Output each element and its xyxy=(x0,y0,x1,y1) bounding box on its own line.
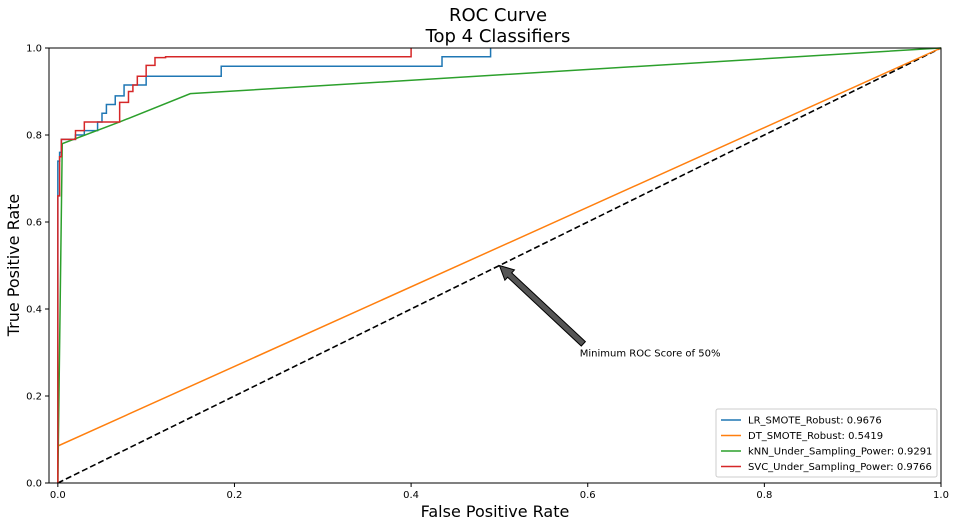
annotation-text: Minimum ROC Score of 50% xyxy=(580,349,721,360)
legend-entry-1: LR_SMOTE_Robust: 0.9676 xyxy=(748,416,882,427)
series-line-4 xyxy=(57,48,412,483)
x-tick-label: 0.2 xyxy=(227,490,243,501)
annotation: Minimum ROC Score of 50% xyxy=(498,264,721,360)
chart-subtitle: Top 4 Classifiers xyxy=(425,26,571,47)
plot-frame xyxy=(48,47,942,484)
y-tick-label: 0.6 xyxy=(26,218,42,229)
x-tick-label: 0.0 xyxy=(50,490,66,501)
legend-entry-3: kNN_Under_Sampling_Power: 0.9291 xyxy=(748,447,932,458)
annotation-arrow xyxy=(498,264,587,347)
x-tick-label: 1.0 xyxy=(933,490,949,501)
legend-entry-4: SVC_Under_Sampling_Power: 0.9766 xyxy=(748,462,932,473)
y-tick-label: 0.0 xyxy=(26,479,42,490)
y-tick-label: 0.8 xyxy=(26,131,42,142)
legend-box xyxy=(715,408,938,478)
chart-title: ROC Curve xyxy=(449,5,547,26)
plot-area xyxy=(48,47,942,484)
x-tick-label: 0.4 xyxy=(403,490,419,501)
legend: LR_SMOTE_Robust: 0.9676 DT_SMOTE_Robust: … xyxy=(715,408,938,478)
y-tick-label: 1.0 xyxy=(26,44,42,55)
y-axis-label: True Positive Rate xyxy=(4,194,23,338)
x-tick-label: 0.8 xyxy=(756,490,772,501)
baseline-line xyxy=(57,47,942,484)
x-axis-label: False Positive Rate xyxy=(421,502,570,521)
legend-entry-2: DT_SMOTE_Robust: 0.5419 xyxy=(748,431,883,442)
x-tick-label: 0.6 xyxy=(580,490,596,501)
y-axis-ticks: 0.0 0.2 0.4 0.6 0.8 1.0 xyxy=(26,44,49,490)
y-tick-label: 0.4 xyxy=(26,305,42,316)
x-axis-ticks: 0.0 0.2 0.4 0.6 0.8 1.0 xyxy=(50,483,949,501)
y-tick-label: 0.2 xyxy=(26,392,42,403)
